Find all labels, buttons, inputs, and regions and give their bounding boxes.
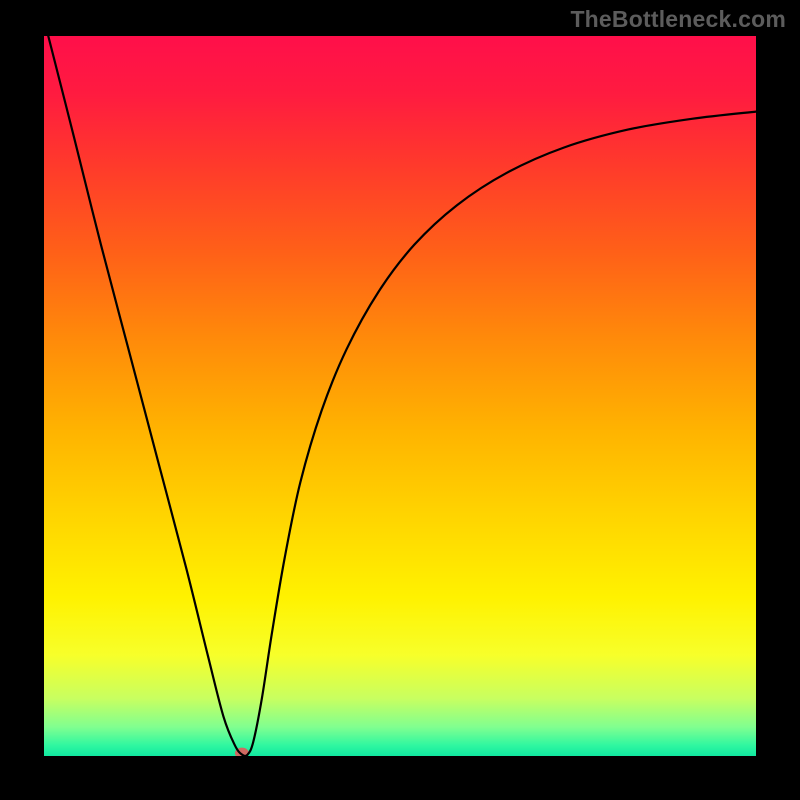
chart-frame: TheBottleneck.com	[0, 0, 800, 800]
chart-background	[44, 36, 756, 756]
watermark-text: TheBottleneck.com	[570, 6, 786, 33]
bottleneck-chart	[0, 0, 800, 800]
